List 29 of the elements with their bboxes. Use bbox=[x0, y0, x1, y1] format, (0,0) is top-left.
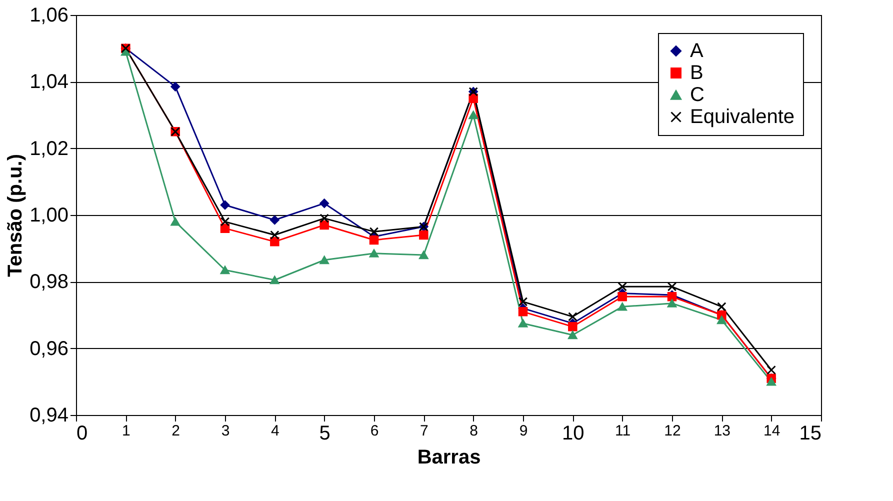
x-tick-label: 0 bbox=[76, 422, 88, 444]
x-tick-label: 5 bbox=[319, 422, 330, 444]
x-tick-label: 3 bbox=[221, 422, 230, 440]
x-tick-label: 13 bbox=[714, 422, 731, 440]
y-tick-label: 0,98 bbox=[30, 271, 68, 294]
x-tick-label: 7 bbox=[420, 422, 428, 440]
y-tick-label: 1,06 bbox=[30, 4, 68, 26]
x-tick-label: 6 bbox=[370, 422, 379, 440]
legend-label: C bbox=[690, 84, 704, 106]
legend-label: Equivalente bbox=[690, 106, 795, 128]
x-tick-label: 11 bbox=[615, 422, 631, 440]
legend-label: A bbox=[690, 40, 704, 62]
x-axis-title: Barras bbox=[417, 446, 481, 468]
x-tick-label: 4 bbox=[270, 422, 280, 440]
x-tick-label: 15 bbox=[799, 422, 822, 444]
x-tick-label: 1 bbox=[122, 422, 130, 440]
y-tick-label: 1,00 bbox=[30, 204, 68, 226]
y-tick-label: 1,02 bbox=[30, 138, 68, 160]
y-axis-title: Tensão (p.u.) bbox=[4, 154, 27, 277]
x-tick-label: 9 bbox=[519, 422, 528, 440]
x-tick-label: 10 bbox=[562, 422, 584, 444]
x-tick-label: 2 bbox=[172, 422, 180, 440]
legend-label: B bbox=[690, 62, 704, 84]
x-tick-label: 8 bbox=[470, 422, 478, 440]
x-tick-label: 12 bbox=[664, 422, 681, 440]
x-tick-label: 14 bbox=[763, 422, 780, 440]
y-tick-label: 1,04 bbox=[30, 71, 68, 94]
y-tick-label: 0,96 bbox=[30, 338, 68, 360]
y-tick-label: 0,94 bbox=[30, 404, 68, 426]
